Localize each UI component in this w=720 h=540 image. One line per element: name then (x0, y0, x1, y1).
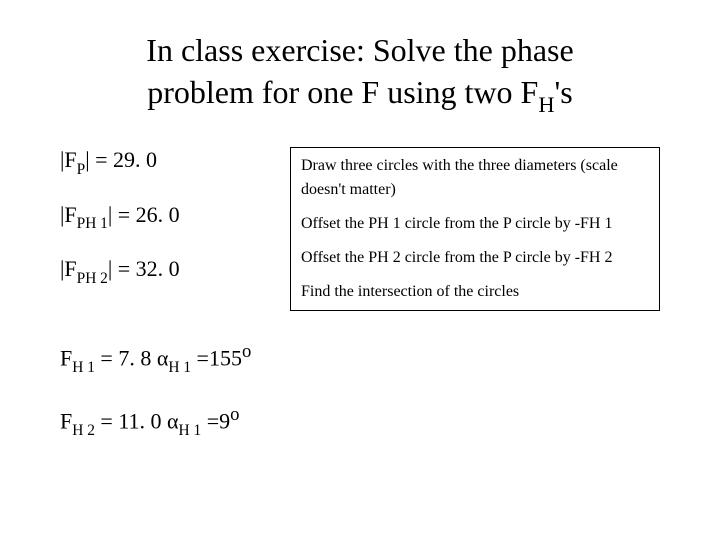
eq-fph2-sub: PH 2 (77, 270, 108, 287)
fh2-a-sub: H 1 (179, 422, 202, 439)
eq-fh2: FH 2 = 11. 0 αH 1 =9o (60, 404, 660, 439)
title-line2-post: 's (555, 74, 573, 110)
eq-fph1-pre: |F (60, 202, 77, 227)
instructions-box: Draw three circles with the three diamet… (290, 147, 660, 311)
eq-fph1: |FPH 1| = 26. 0 (60, 202, 260, 232)
fh2-a-pre: α (167, 408, 179, 433)
fh2-a-val: =9 (201, 408, 230, 433)
eq-fp-post: | = 29. 0 (85, 147, 157, 172)
box-line4: Find the intersection of the circles (301, 280, 649, 304)
eq-fph2-pre: |F (60, 256, 77, 281)
eq-fph1-sub: PH 1 (77, 215, 108, 232)
slide-title: In class exercise: Solve the phase probl… (60, 30, 660, 117)
content-row: |FP| = 29. 0 |FPH 1| = 26. 0 |FPH 2| = 3… (60, 147, 660, 311)
eq-fph1-post: | = 26. 0 (108, 202, 180, 227)
fh2-f-val: = 11. 0 (95, 408, 167, 433)
fh1-f-val: = 7. 8 (95, 345, 157, 370)
fh1-f-sub: H 1 (72, 359, 95, 376)
eq-fh1: FH 1 = 7. 8 αH 1 =155o (60, 341, 660, 376)
box-line1: Draw three circles with the three diamet… (301, 154, 649, 202)
left-equations: |FP| = 29. 0 |FPH 1| = 26. 0 |FPH 2| = 3… (60, 147, 260, 286)
fh2-deg: o (230, 404, 239, 425)
box-line3: Offset the PH 2 circle from the P circle… (301, 246, 649, 270)
fh1-deg: o (242, 341, 251, 362)
eq-fp-sub: P (77, 161, 86, 178)
fh1-a-sub: H 1 (168, 359, 191, 376)
eq-fph2-post: | = 32. 0 (108, 256, 180, 281)
eq-fp-pre: |F (60, 147, 77, 172)
title-line1: In class exercise: Solve the phase (146, 32, 573, 68)
fh1-a-pre: α (157, 345, 169, 370)
eq-fph2: |FPH 2| = 32. 0 (60, 256, 260, 286)
title-line2-pre: problem for one F using two F (147, 74, 538, 110)
fh1-a-val: =155 (191, 345, 242, 370)
box-line2: Offset the PH 1 circle from the P circle… (301, 212, 649, 236)
eq-fp: |FP| = 29. 0 (60, 147, 260, 177)
bottom-equations: FH 1 = 7. 8 αH 1 =155o FH 2 = 11. 0 αH 1… (60, 341, 660, 438)
fh2-f-pre: F (60, 408, 72, 433)
fh1-f-pre: F (60, 345, 72, 370)
fh2-f-sub: H 2 (72, 422, 95, 439)
title-line2-sub: H (538, 92, 554, 117)
